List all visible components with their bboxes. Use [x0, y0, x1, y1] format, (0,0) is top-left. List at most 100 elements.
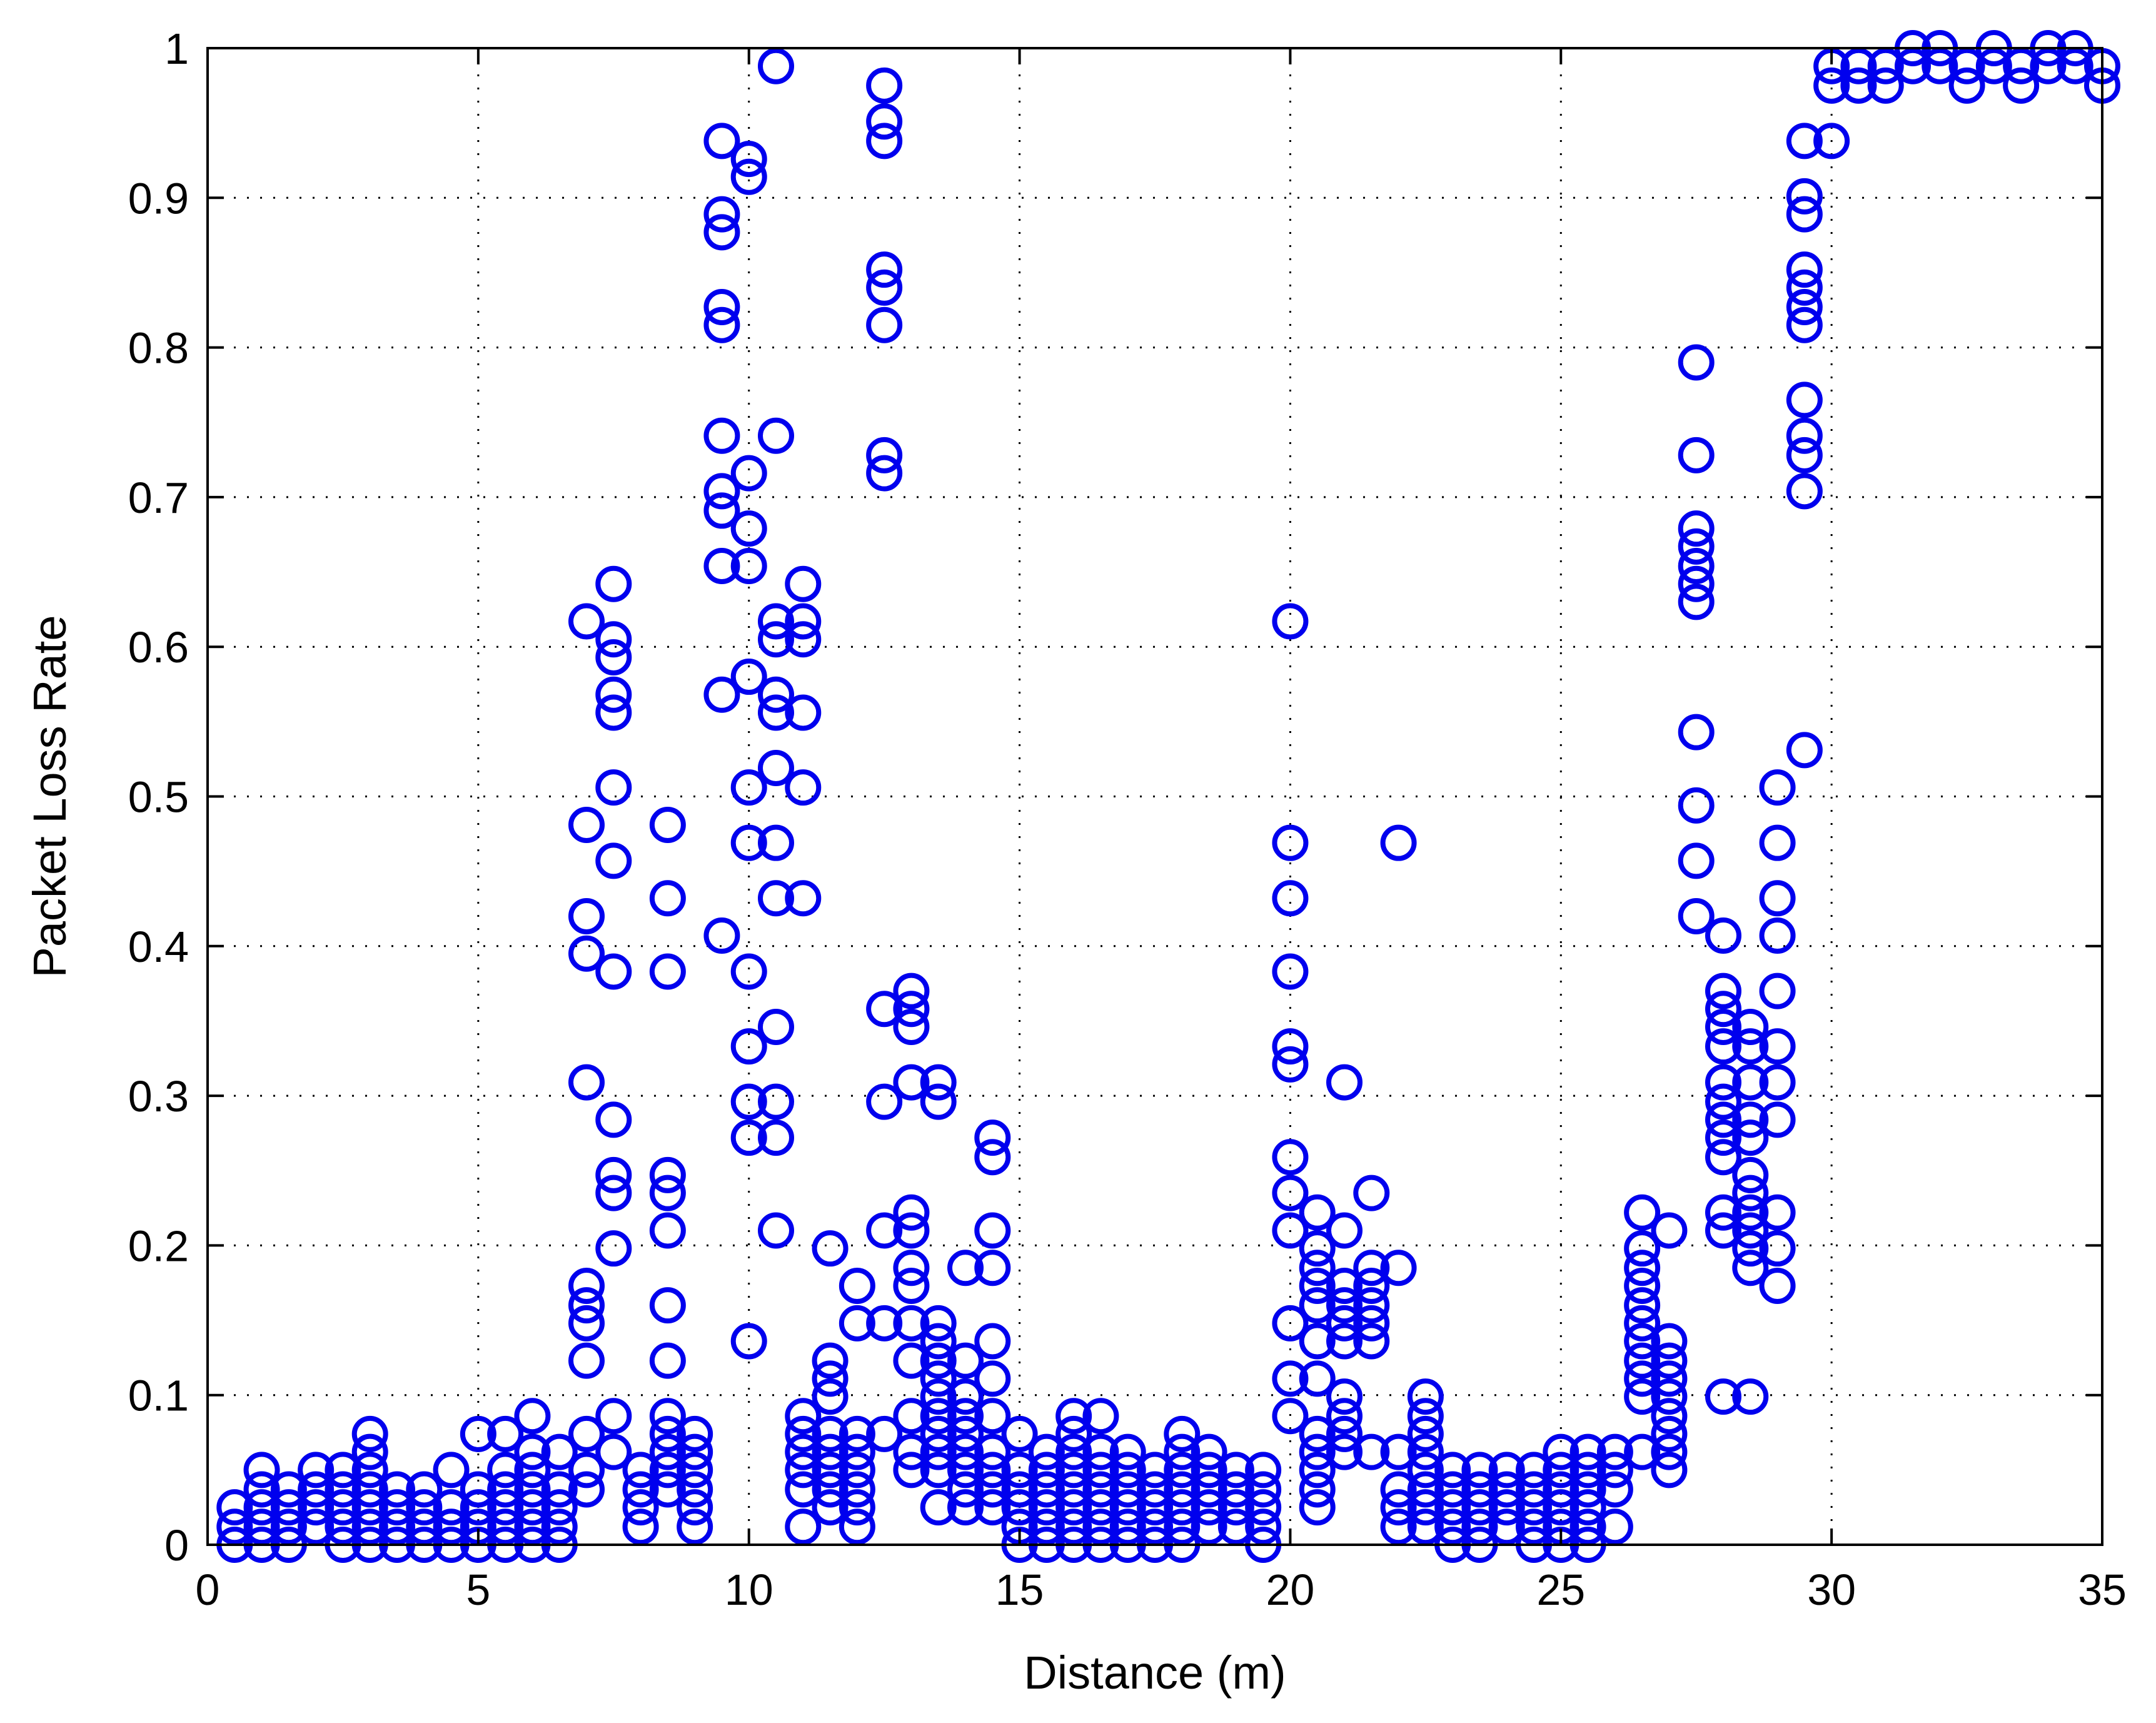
data-point [541, 1508, 578, 1545]
data-point [785, 1415, 822, 1452]
data-point [1651, 1378, 1688, 1415]
data-point [1759, 769, 1796, 806]
data-point [1975, 48, 2012, 84]
data-point [947, 1342, 984, 1379]
data-point [893, 1433, 930, 1470]
data-point [1867, 67, 1904, 104]
data-point [595, 676, 632, 713]
data-point [1164, 1433, 1201, 1470]
data-point [1082, 1471, 1119, 1508]
data-point [866, 437, 903, 473]
data-point [406, 1508, 443, 1545]
data-point [839, 1268, 875, 1305]
x-tick-label: 10 [725, 1565, 773, 1614]
data-point [785, 694, 822, 731]
data-point [1624, 1378, 1661, 1415]
data-point [1326, 1268, 1363, 1305]
data-point [1191, 1489, 1227, 1526]
data-point [514, 1433, 551, 1470]
data-point [920, 1433, 957, 1470]
data-point [1705, 1028, 1741, 1065]
data-point [1624, 1323, 1661, 1360]
data-point [595, 1156, 632, 1193]
data-point [893, 1452, 930, 1488]
data-point [730, 824, 767, 861]
data-point [1082, 1398, 1119, 1435]
data-point [758, 1119, 794, 1156]
data-point [1624, 1194, 1661, 1231]
data-point [325, 1489, 361, 1526]
data-point [1732, 1156, 1769, 1193]
data-point [1786, 251, 1823, 288]
y-tick-label: 0.1 [128, 1372, 189, 1420]
data-point [1299, 1230, 1336, 1267]
data-point [649, 1156, 686, 1193]
data-point [325, 1471, 361, 1508]
data-point [649, 880, 686, 917]
data-point [487, 1471, 524, 1508]
data-point [677, 1452, 713, 1488]
data-point [1434, 1508, 1471, 1545]
data-point [1705, 1139, 1741, 1176]
data-point [1624, 1305, 1661, 1342]
data-point [595, 1230, 632, 1267]
data-point [1786, 473, 1823, 510]
y-tick-label: 0.8 [128, 324, 189, 373]
data-point [216, 1508, 253, 1545]
data-point [595, 842, 632, 879]
data-point [1732, 1230, 1769, 1267]
data-point [595, 694, 632, 731]
data-point [866, 1415, 903, 1452]
data-point [595, 1101, 632, 1138]
data-point [866, 67, 903, 104]
data-point [1705, 1101, 1741, 1138]
data-point [1109, 1433, 1146, 1470]
data-point [568, 1452, 605, 1488]
data-point [1191, 1508, 1227, 1545]
data-point [1245, 1471, 1282, 1508]
data-point [730, 1119, 767, 1156]
data-point [1759, 1268, 1796, 1305]
data-point [893, 1268, 930, 1305]
data-point [1001, 1415, 1038, 1452]
data-point [433, 1452, 470, 1488]
data-point [568, 1268, 605, 1305]
data-point [677, 1489, 713, 1526]
data-point [568, 1415, 605, 1452]
data-point [974, 1471, 1011, 1508]
data-point [351, 1508, 388, 1545]
data-point [703, 917, 740, 954]
data-point [1705, 1119, 1741, 1156]
data-point [785, 769, 822, 806]
data-point [1759, 1101, 1796, 1138]
data-point [758, 750, 794, 787]
data-point [541, 1471, 578, 1508]
axis-ticks [206, 47, 2103, 1546]
y-tick-label: 0 [164, 1521, 189, 1570]
data-point [1759, 973, 1796, 1009]
data-point [1299, 1194, 1336, 1231]
data-point [1705, 917, 1741, 954]
data-point [1272, 1360, 1309, 1397]
data-point [920, 1360, 957, 1397]
data-point [325, 1452, 361, 1488]
data-point [649, 1175, 686, 1211]
data-point [677, 1433, 713, 1470]
data-point [1164, 1471, 1201, 1508]
data-point [1380, 1250, 1417, 1286]
data-point [1028, 1489, 1065, 1526]
data-point [1217, 1471, 1254, 1508]
data-point [487, 1452, 524, 1488]
data-point [2030, 48, 2067, 84]
data-point [812, 1378, 849, 1415]
data-point [1678, 528, 1715, 565]
data-point [785, 1452, 822, 1488]
data-point [866, 123, 903, 159]
data-point [730, 455, 767, 492]
data-point [1245, 1452, 1282, 1488]
data-point [1326, 1212, 1363, 1249]
data-point [379, 1489, 415, 1526]
data-point [730, 1323, 767, 1360]
data-point [1272, 1398, 1309, 1435]
